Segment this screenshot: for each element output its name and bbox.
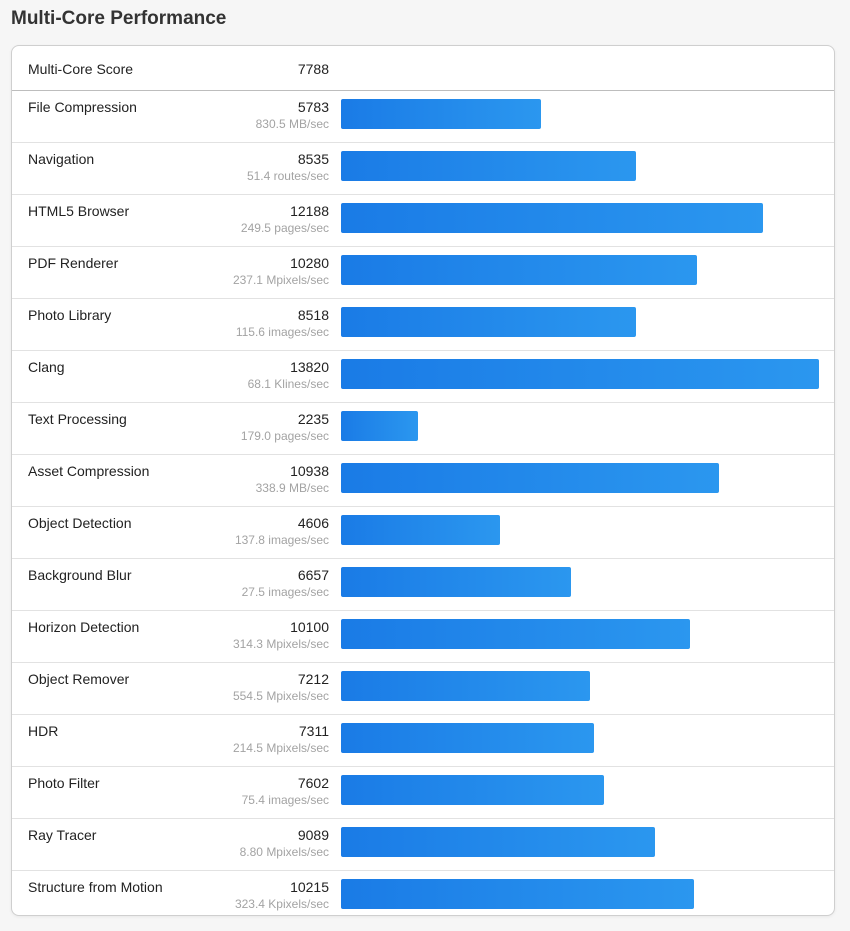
score-bar bbox=[341, 723, 594, 753]
benchmark-rate: 338.9 MB/sec bbox=[255, 481, 329, 495]
benchmark-row: HTML5 Browser 12188 249.5 pages/sec bbox=[12, 195, 834, 247]
benchmark-row: Clang 13820 68.1 Klines/sec bbox=[12, 351, 834, 403]
benchmark-name: Clang bbox=[28, 359, 65, 375]
benchmark-row: Background Blur 6657 27.5 images/sec bbox=[12, 559, 834, 611]
score-bar bbox=[341, 99, 541, 129]
benchmark-rate: 237.1 Mpixels/sec bbox=[232, 273, 329, 287]
benchmark-rate: 115.6 images/sec bbox=[235, 325, 329, 339]
page-title: Multi-Core Performance bbox=[11, 8, 227, 29]
benchmark-score: 9089 bbox=[297, 827, 329, 843]
summary-label: Multi-Core Score bbox=[28, 61, 134, 77]
score-bar bbox=[341, 775, 604, 805]
benchmark-score: 2235 bbox=[297, 411, 329, 427]
results-card: Multi-Core Score 7788 File Compression 57… bbox=[11, 45, 835, 916]
benchmark-score: 7212 bbox=[297, 671, 329, 687]
benchmark-row: Object Remover 7212 554.5 Mpixels/sec bbox=[12, 663, 834, 715]
benchmark-row: Photo Filter 7602 75.4 images/sec bbox=[12, 767, 834, 819]
benchmark-name: Background Blur bbox=[28, 567, 132, 583]
benchmark-score: 13820 bbox=[290, 359, 329, 375]
benchmark-row: Navigation 8535 51.4 routes/sec bbox=[12, 143, 834, 195]
score-bar bbox=[341, 567, 571, 597]
benchmark-row: File Compression 5783 830.5 MB/sec bbox=[12, 91, 834, 143]
benchmark-score: 8535 bbox=[297, 151, 329, 167]
benchmark-row: Photo Library 8518 115.6 images/sec bbox=[12, 299, 834, 351]
benchmark-name: HTML5 Browser bbox=[28, 203, 130, 219]
benchmark-rate: 75.4 images/sec bbox=[241, 793, 329, 807]
benchmark-score: 12188 bbox=[290, 203, 329, 219]
benchmark-rate: 323.4 Kpixels/sec bbox=[234, 897, 329, 911]
benchmark-name: Object Detection bbox=[28, 515, 132, 531]
benchmark-row: HDR 7311 214.5 Mpixels/sec bbox=[12, 715, 834, 767]
benchmark-name: Object Remover bbox=[28, 671, 130, 687]
score-bar bbox=[341, 515, 500, 545]
benchmark-score: 7311 bbox=[298, 723, 329, 739]
benchmark-name: File Compression bbox=[28, 99, 137, 115]
benchmark-row: PDF Renderer 10280 237.1 Mpixels/sec bbox=[12, 247, 834, 299]
benchmark-rate: 214.5 Mpixels/sec bbox=[232, 741, 329, 755]
score-bar bbox=[341, 879, 694, 909]
benchmark-name: Navigation bbox=[28, 151, 95, 167]
benchmark-name: Horizon Detection bbox=[28, 619, 140, 635]
score-bar bbox=[341, 411, 418, 441]
benchmark-list: File Compression 5783 830.5 MB/sec Navigati… bbox=[12, 91, 834, 915]
benchmark-score: 10100 bbox=[290, 619, 329, 635]
benchmark-name: Ray Tracer bbox=[28, 827, 97, 843]
benchmark-rate: 830.5 MB/sec bbox=[255, 117, 329, 131]
benchmark-row: Object Detection 4606 137.8 images/sec bbox=[12, 507, 834, 559]
benchmark-rate: 27.5 images/sec bbox=[241, 585, 329, 599]
benchmark-row: Structure from Motion 10215 323.4 Kpixels/… bbox=[12, 871, 834, 915]
benchmark-rate: 314.3 Mpixels/sec bbox=[232, 637, 329, 651]
benchmark-rate: 68.1 Klines/sec bbox=[247, 377, 329, 391]
summary-score: 7788 bbox=[297, 61, 329, 77]
benchmark-score: 10280 bbox=[290, 255, 329, 271]
benchmark-row: Text Processing 2235 179.0 pages/sec bbox=[12, 403, 834, 455]
benchmark-rate: 51.4 routes/sec bbox=[246, 169, 329, 183]
benchmark-score: 4606 bbox=[297, 515, 329, 531]
benchmark-row: Asset Compression 10938 338.9 MB/sec bbox=[12, 455, 834, 507]
score-bar bbox=[341, 203, 763, 233]
score-bar bbox=[341, 359, 819, 389]
benchmark-score: 5783 bbox=[297, 99, 329, 115]
benchmark-score: 8518 bbox=[297, 307, 329, 323]
benchmark-name: HDR bbox=[28, 723, 59, 739]
score-bar bbox=[341, 307, 636, 337]
benchmark-name: PDF Renderer bbox=[28, 255, 119, 271]
benchmark-row: Ray Tracer 9089 8.80 Mpixels/sec bbox=[12, 819, 834, 871]
score-bar bbox=[341, 463, 719, 493]
benchmark-rate: 179.0 pages/sec bbox=[240, 429, 329, 443]
benchmark-rate: 249.5 pages/sec bbox=[240, 221, 329, 235]
benchmark-name: Photo Filter bbox=[28, 775, 100, 791]
score-bar bbox=[341, 619, 690, 649]
benchmark-name: Text Processing bbox=[28, 411, 127, 427]
benchmark-score: 7602 bbox=[297, 775, 329, 791]
score-bar bbox=[341, 255, 697, 285]
summary-row: Multi-Core Score 7788 bbox=[12, 46, 834, 91]
benchmark-score: 10938 bbox=[290, 463, 329, 479]
benchmark-name: Asset Compression bbox=[28, 463, 150, 479]
benchmark-rate: 137.8 images/sec bbox=[234, 533, 329, 547]
benchmark-rate: 554.5 Mpixels/sec bbox=[232, 689, 329, 703]
benchmark-name: Structure from Motion bbox=[28, 879, 163, 895]
benchmark-rate: 8.80 Mpixels/sec bbox=[239, 845, 329, 859]
score-bar bbox=[341, 827, 655, 857]
benchmark-name: Photo Library bbox=[28, 307, 112, 323]
score-bar bbox=[341, 151, 636, 181]
benchmark-score: 10215 bbox=[290, 879, 329, 895]
benchmark-row: Horizon Detection 10100 314.3 Mpixels/sec bbox=[12, 611, 834, 663]
score-bar bbox=[341, 671, 590, 701]
benchmark-score: 6657 bbox=[297, 567, 329, 583]
